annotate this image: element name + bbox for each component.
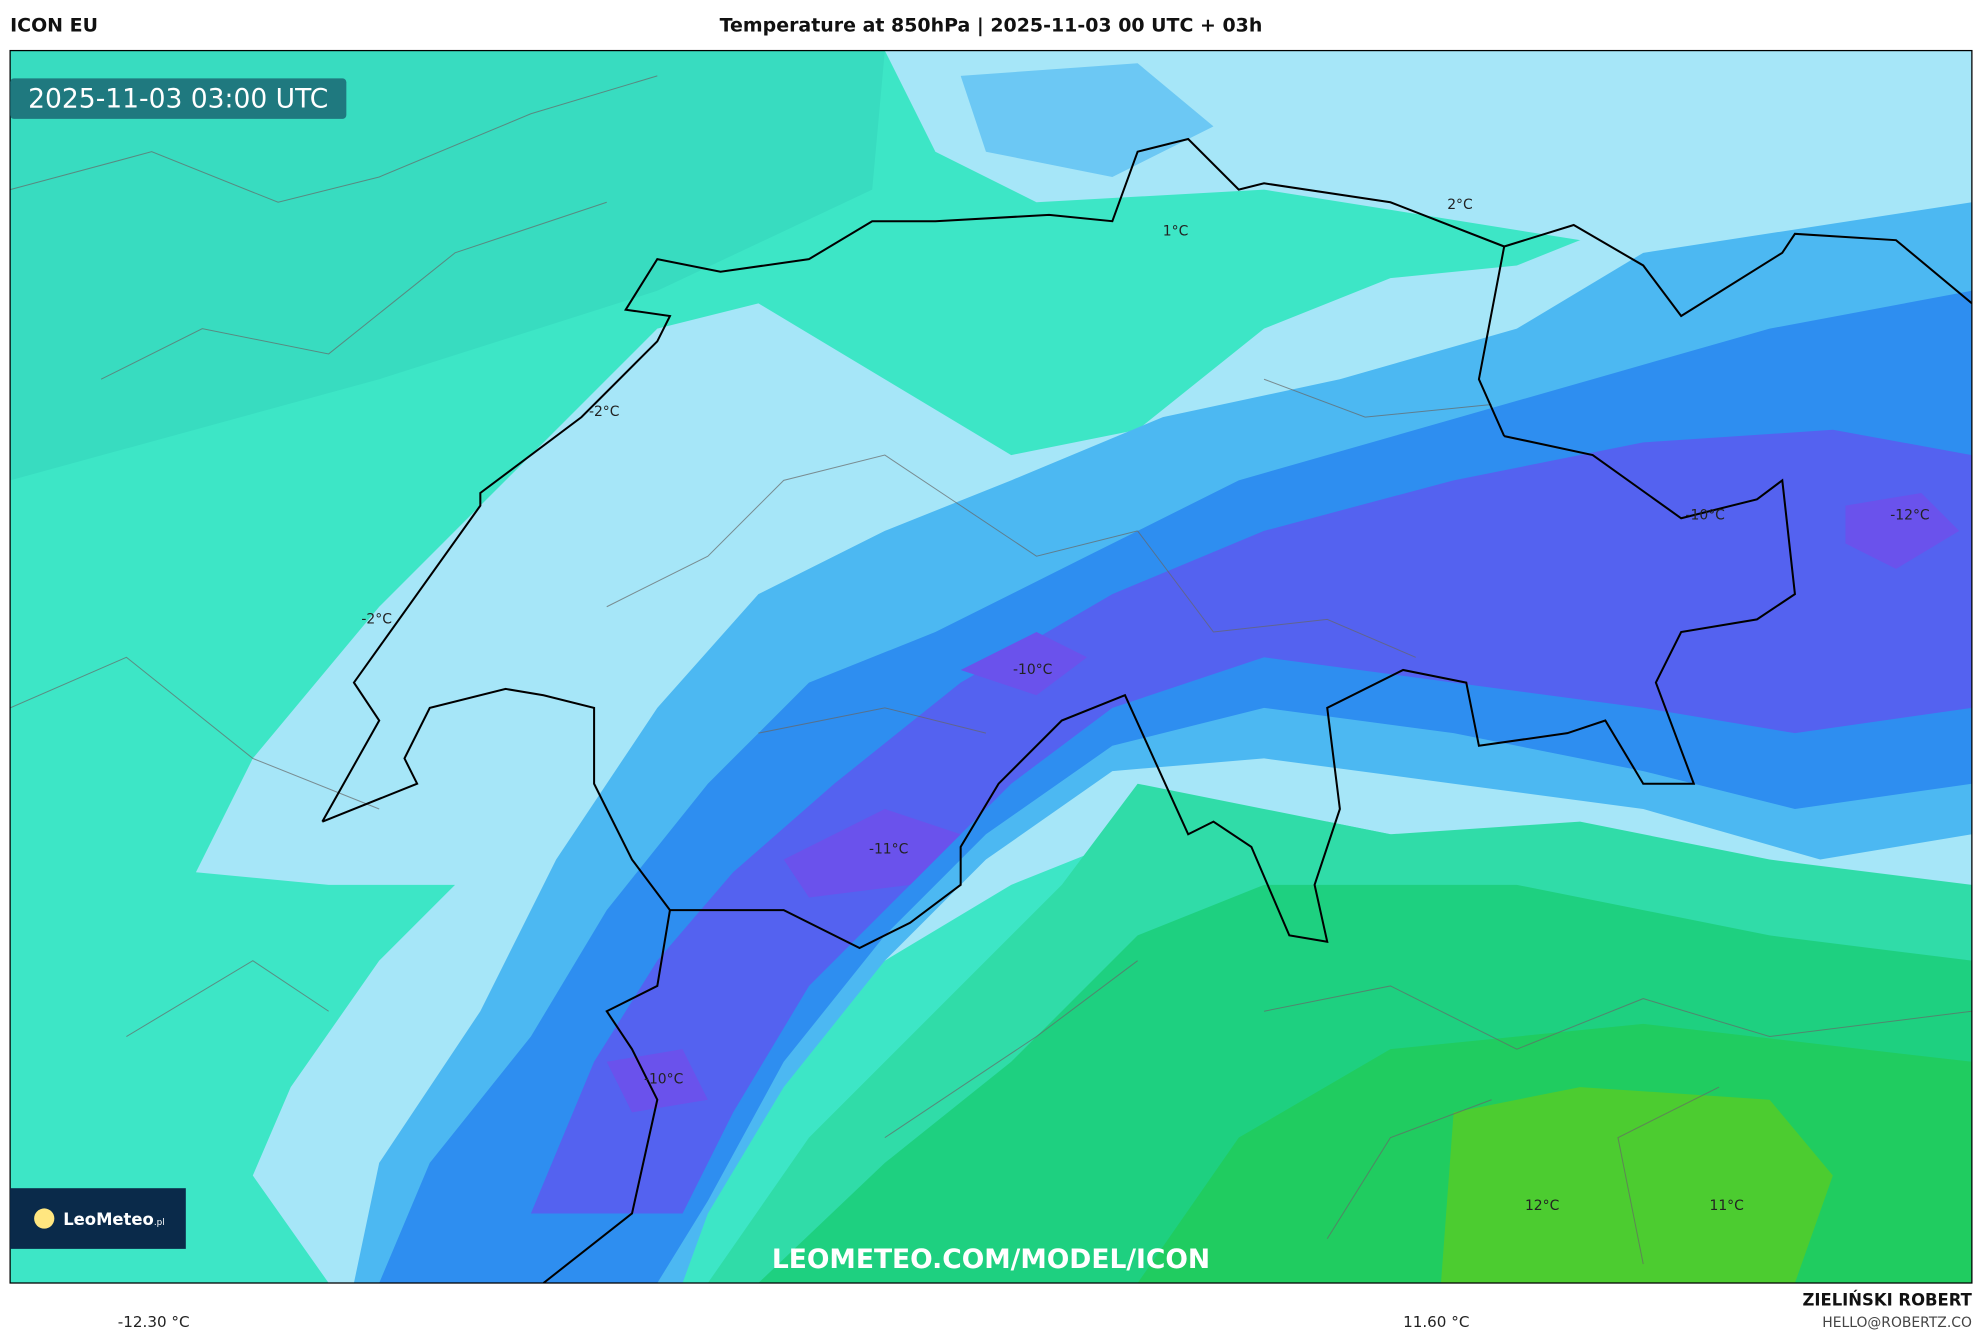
contour-label: -12°C bbox=[1890, 508, 1929, 524]
contour-label: 12°C bbox=[1525, 1198, 1559, 1214]
logo: LeoMeteo.pl bbox=[63, 1210, 165, 1229]
colorbar-min: -12.30 °C bbox=[118, 1313, 190, 1331]
contour-label: -10°C bbox=[1686, 508, 1725, 524]
logo-suffix: .pl bbox=[154, 1218, 165, 1228]
contour-labels: 1°C 2°C -2°C -2°C -10°C -10°C -12°C -11°C -10°C 1… bbox=[361, 197, 1929, 1214]
timestamp: 2025-11-03 03:00 UTC bbox=[28, 83, 328, 114]
map-title: Temperature at 850hPa | 2025-11-03 00 UT… bbox=[720, 15, 1263, 37]
author: ZIELIŃSKI ROBERT bbox=[1802, 1291, 1972, 1310]
contour-label: 11°C bbox=[1710, 1198, 1744, 1214]
contour-label: -2°C bbox=[361, 611, 392, 627]
map bbox=[10, 50, 1972, 1284]
contour-label: -11°C bbox=[869, 841, 908, 857]
contour-label: -10°C bbox=[644, 1071, 683, 1087]
contour-label: 1°C bbox=[1163, 223, 1188, 239]
email: HELLO@ROBERTZ.CO bbox=[1822, 1315, 1972, 1331]
contour-label: -10°C bbox=[1013, 662, 1052, 678]
timestamp-box bbox=[10, 78, 347, 119]
model-name: ICON EU bbox=[10, 15, 98, 37]
logo-sun bbox=[34, 1208, 55, 1229]
colorbar-max: 11.60 °C bbox=[1403, 1313, 1469, 1331]
contour-label: 2°C bbox=[1447, 197, 1472, 213]
contour-label: -2°C bbox=[589, 404, 619, 420]
logo-name: LeoMeteo bbox=[63, 1210, 154, 1229]
map-frame bbox=[9, 49, 1973, 1284]
watermark: LEOMETEO.COM/MODEL/ICON bbox=[772, 1244, 1210, 1275]
